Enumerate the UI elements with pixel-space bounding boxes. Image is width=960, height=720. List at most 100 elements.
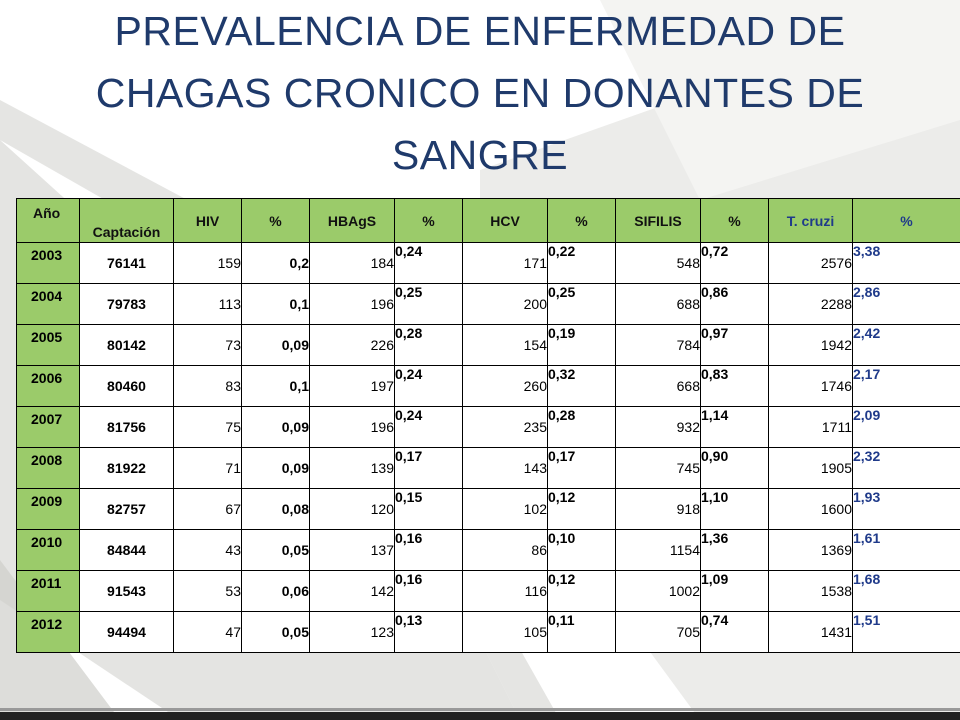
cell-captacion: 82757 xyxy=(79,488,174,530)
title-line-3: SANGRE xyxy=(391,132,569,178)
title-line-1: PREVALENCIA DE ENFERMEDAD DE xyxy=(114,8,846,54)
table-row: 2011 91543 53 0,06 142 0,16 116 0,12 1002 1,09 153… xyxy=(16,570,960,612)
cell-tcruzi: 1711 xyxy=(768,406,853,448)
cell-year: 2004 xyxy=(16,283,80,325)
cell-sifilis: 548 xyxy=(615,242,701,284)
table-row: 2007 81756 75 0,09 196 0,24 235 0,28 932 1,14 1711… xyxy=(16,406,960,448)
cell-sifilis-pct: 0,86 xyxy=(700,283,769,325)
cell-hcv: 171 xyxy=(462,242,548,284)
cell-captacion: 91543 xyxy=(79,570,174,612)
cell-hcv-pct: 0,25 xyxy=(547,283,616,325)
cell-year: 2003 xyxy=(16,242,80,284)
cell-tcruzi: 1942 xyxy=(768,324,853,366)
cell-sifilis-pct: 1,14 xyxy=(700,406,769,448)
cell-hbags-pct: 0,16 xyxy=(394,570,463,612)
cell-sifilis-pct: 0,74 xyxy=(700,611,769,653)
cell-hbags: 226 xyxy=(309,324,395,366)
cell-hcv-pct: 0,10 xyxy=(547,529,616,571)
cell-year: 2010 xyxy=(16,529,80,571)
header-cell-hcv: HCV xyxy=(462,198,548,243)
table-row: 2010 84844 43 0,05 137 0,16 86 0,10 1154 1,36 1369… xyxy=(16,529,960,571)
cell-hbags: 197 xyxy=(309,365,395,407)
cell-hbags-pct: 0,24 xyxy=(394,406,463,448)
cell-sifilis-pct: 0,83 xyxy=(700,365,769,407)
header-cell-hiv-pct: % xyxy=(241,198,310,243)
cell-hcv-pct: 0,11 xyxy=(547,611,616,653)
cell-hbags-pct: 0,13 xyxy=(394,611,463,653)
table-row: 2004 79783 113 0,1 196 0,25 200 0,25 688 0,86 2288… xyxy=(16,283,960,325)
cell-hcv: 154 xyxy=(462,324,548,366)
cell-tcruzi-pct: 2,32 xyxy=(852,447,960,489)
cell-hbags: 184 xyxy=(309,242,395,284)
cell-hbags: 123 xyxy=(309,611,395,653)
cell-hiv: 75 xyxy=(173,406,242,448)
table-row: 2009 82757 67 0,08 120 0,15 102 0,12 918 1,10 1600… xyxy=(16,488,960,530)
table-row: 2005 80142 73 0,09 226 0,28 154 0,19 784 0,97 1942… xyxy=(16,324,960,366)
cell-sifilis-pct: 1,10 xyxy=(700,488,769,530)
cell-hiv-pct: 0,09 xyxy=(241,406,310,448)
cell-tcruzi-pct: 2,86 xyxy=(852,283,960,325)
cell-sifilis-pct: 0,97 xyxy=(700,324,769,366)
cell-hcv: 260 xyxy=(462,365,548,407)
cell-hbags-pct: 0,25 xyxy=(394,283,463,325)
cell-sifilis-pct: 0,90 xyxy=(700,447,769,489)
cell-hcv-pct: 0,22 xyxy=(547,242,616,284)
cell-hiv-pct: 0,05 xyxy=(241,611,310,653)
cell-sifilis-pct: 1,36 xyxy=(700,529,769,571)
header-cell-captacion: Captación xyxy=(79,198,174,243)
cell-hiv-pct: 0,09 xyxy=(241,324,310,366)
cell-hcv-pct: 0,12 xyxy=(547,488,616,530)
header-cell-hiv: HIV xyxy=(173,198,242,243)
cell-hcv-pct: 0,12 xyxy=(547,570,616,612)
cell-sifilis: 784 xyxy=(615,324,701,366)
cell-hbags-pct: 0,28 xyxy=(394,324,463,366)
cell-hiv-pct: 0,2 xyxy=(241,242,310,284)
cell-sifilis-pct: 0,72 xyxy=(700,242,769,284)
cell-hiv-pct: 0,08 xyxy=(241,488,310,530)
cell-hbags-pct: 0,24 xyxy=(394,242,463,284)
cell-hcv-pct: 0,17 xyxy=(547,447,616,489)
title-line-2: CHAGAS CRONICO EN DONANTES DE xyxy=(95,70,865,116)
cell-hiv-pct: 0,09 xyxy=(241,447,310,489)
cell-captacion: 81922 xyxy=(79,447,174,489)
header-cell-tcruzi-pct: % xyxy=(852,198,960,243)
cell-hcv: 102 xyxy=(462,488,548,530)
header-cell-hcv-pct: % xyxy=(547,198,616,243)
table-row: 2006 80460 83 0,1 197 0,24 260 0,32 668 0,83 1746 2… xyxy=(16,365,960,407)
cell-tcruzi: 2288 xyxy=(768,283,853,325)
cell-captacion: 80460 xyxy=(79,365,174,407)
table-row: 2012 94494 47 0,05 123 0,13 105 0,11 705 0,74 1431… xyxy=(16,611,960,653)
cell-year: 2007 xyxy=(16,406,80,448)
cell-hiv-pct: 0,1 xyxy=(241,283,310,325)
cell-hbags: 142 xyxy=(309,570,395,612)
cell-hcv: 116 xyxy=(462,570,548,612)
cell-captacion: 80142 xyxy=(79,324,174,366)
cell-year: 2008 xyxy=(16,447,80,489)
cell-tcruzi-pct: 2,42 xyxy=(852,324,960,366)
cell-sifilis: 932 xyxy=(615,406,701,448)
page-title: PREVALENCIA DE ENFERMEDAD DE CHAGAS CRON… xyxy=(40,0,920,186)
cell-hbags: 139 xyxy=(309,447,395,489)
cell-sifilis: 745 xyxy=(615,447,701,489)
header-cell-sifilis: SIFILIS xyxy=(615,198,701,243)
cell-tcruzi-pct: 1,93 xyxy=(852,488,960,530)
header-cell-tcruzi: T. cruzi xyxy=(768,198,853,243)
cell-sifilis: 688 xyxy=(615,283,701,325)
cell-hiv: 47 xyxy=(173,611,242,653)
cell-sifilis: 1002 xyxy=(615,570,701,612)
cell-hcv: 235 xyxy=(462,406,548,448)
cell-hbags-pct: 0,15 xyxy=(394,488,463,530)
cell-hiv: 83 xyxy=(173,365,242,407)
cell-hiv: 67 xyxy=(173,488,242,530)
cell-hbags: 196 xyxy=(309,406,395,448)
cell-hiv-pct: 0,06 xyxy=(241,570,310,612)
cell-hiv: 71 xyxy=(173,447,242,489)
cell-hcv: 143 xyxy=(462,447,548,489)
cell-hiv: 53 xyxy=(173,570,242,612)
cell-hiv: 159 xyxy=(173,242,242,284)
cell-year: 2012 xyxy=(16,611,80,653)
table-header-row: Año Captación HIV % HBAgS % HCV % SIFILI… xyxy=(16,198,960,243)
cell-captacion: 84844 xyxy=(79,529,174,571)
cell-tcruzi: 1905 xyxy=(768,447,853,489)
cell-hiv: 43 xyxy=(173,529,242,571)
